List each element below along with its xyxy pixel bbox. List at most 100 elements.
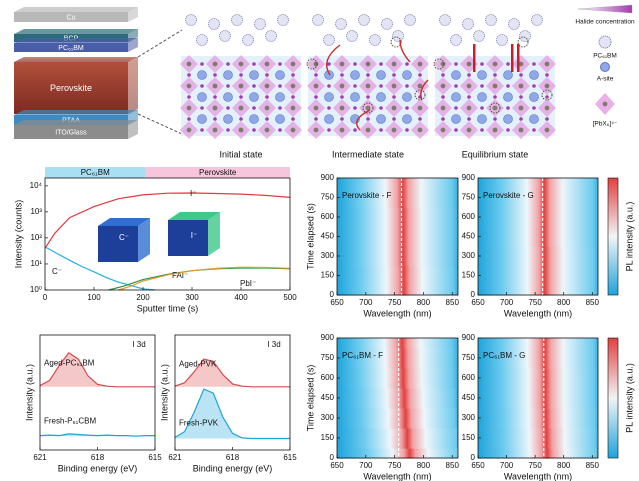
panel-title: Perovskite - G (483, 191, 534, 200)
y-tick-label: 450 (321, 232, 335, 241)
halide (493, 95, 497, 99)
x-tick-label: 500 (283, 293, 297, 302)
halide (187, 117, 191, 121)
pb-site (290, 105, 296, 111)
region-label: PC₆₁BM (81, 168, 110, 177)
y-axis-label: Time elapsed (s) (305, 365, 315, 432)
layer (14, 43, 128, 52)
a-site (529, 114, 539, 124)
a-site (376, 70, 386, 80)
y-tick-label: 900 (321, 173, 335, 182)
halide (545, 117, 549, 121)
peak-fill (175, 389, 290, 439)
legend-text: Halide concentration (575, 19, 635, 26)
y-tick-label: 10⁰ (30, 285, 42, 294)
halide (353, 128, 357, 132)
fullerene (485, 14, 497, 26)
y-tick-label: 300 (462, 251, 476, 260)
fullerene (508, 18, 520, 30)
halide (519, 73, 523, 77)
halide (379, 106, 383, 110)
halide (467, 95, 471, 99)
a-site (529, 92, 539, 102)
halide (213, 117, 217, 121)
vacancy (414, 89, 426, 101)
layer-side (128, 7, 138, 22)
heatmap-row (478, 207, 598, 228)
series-line (39, 433, 155, 437)
heatmap-row (337, 178, 458, 189)
layer (14, 12, 128, 22)
halide (200, 62, 204, 66)
pb-site (238, 105, 244, 111)
a-site (324, 114, 334, 124)
x-tick-label: 100 (87, 293, 101, 302)
pb-site (365, 127, 371, 133)
fullerene (323, 34, 335, 46)
pb-site (238, 127, 244, 133)
halide (405, 84, 409, 88)
a-site (477, 92, 487, 102)
pb-site (518, 105, 524, 111)
halide (239, 73, 243, 77)
x-tick-label: 850 (446, 298, 460, 307)
x-tick-label: 850 (586, 298, 600, 307)
x-axis-label: Wavelength (nm) (504, 471, 572, 481)
x-tick-label: 750 (388, 461, 402, 470)
migration-arrow (326, 44, 341, 76)
pb-site (186, 61, 192, 67)
heatmap-row (478, 178, 598, 189)
halide (454, 84, 458, 88)
y-tick-label: 10³ (30, 207, 42, 216)
a-site (249, 70, 259, 80)
halide (278, 62, 282, 66)
y-tick-label: 0 (330, 290, 335, 299)
x-tick-label: 750 (388, 298, 402, 307)
y-tick-label: 300 (462, 413, 476, 422)
fullerene (335, 18, 347, 30)
pb-site (186, 127, 192, 133)
halide (454, 62, 458, 66)
heatmap-row (337, 368, 458, 389)
fullerene (242, 34, 254, 46)
pb-site (544, 61, 550, 67)
pb-site (391, 105, 397, 111)
colorbar-label: PL intensity (a.u.) (624, 363, 634, 433)
x-axis-label: Wavelength (nm) (504, 308, 572, 318)
halide (226, 128, 230, 132)
colorbar-label: PL intensity (a.u.) (624, 202, 634, 272)
legend-fullerene (598, 35, 612, 49)
series-label: I⁻ (190, 189, 196, 198)
vacancy (433, 58, 445, 70)
fullerene (450, 34, 462, 46)
pb-site (440, 105, 446, 111)
a-site (503, 92, 513, 102)
fullerene (208, 18, 220, 30)
halide (532, 128, 536, 132)
halide (454, 128, 458, 132)
heatmap-row (337, 448, 458, 459)
x-tick-label: 650 (330, 461, 344, 470)
halide (454, 106, 458, 110)
a-site (402, 70, 412, 80)
halide (506, 62, 510, 66)
pb-site (339, 83, 345, 89)
layer-top (14, 57, 138, 62)
y-tick-label: 10² (30, 233, 42, 242)
a-site (350, 92, 360, 102)
a-site (197, 70, 207, 80)
halide (493, 117, 497, 121)
x-axis-label: Binding energy (eV) (58, 463, 138, 473)
halide (441, 95, 445, 99)
fullerene (404, 14, 416, 26)
heatmap-row (337, 408, 458, 429)
y-tick-label: 600 (321, 373, 335, 382)
y-tick-label: 450 (321, 393, 335, 402)
series-label: Fresh-PVK (179, 418, 219, 427)
halide (200, 84, 204, 88)
y-tick-label: 300 (321, 251, 335, 260)
halide-wedge (577, 4, 633, 14)
halide (366, 73, 370, 77)
y-tick-label: 10¹ (30, 259, 42, 268)
